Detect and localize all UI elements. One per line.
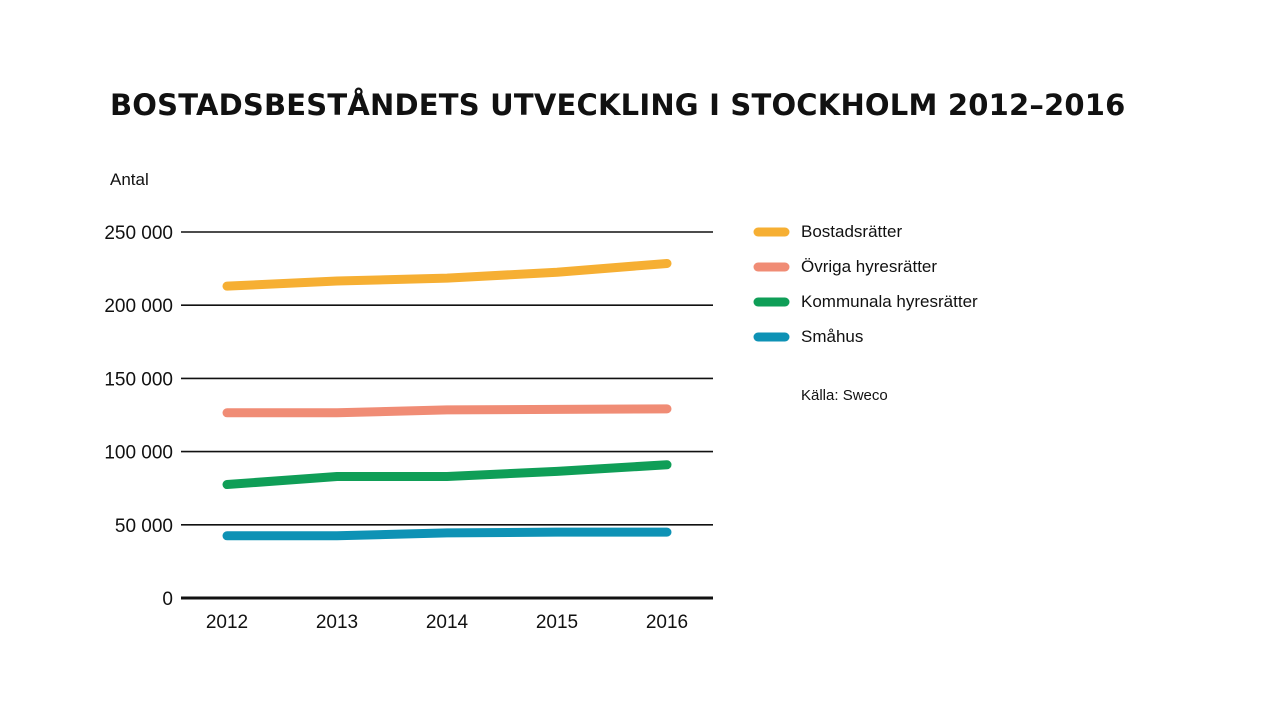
gridlines: [181, 231, 713, 600]
y-tick-label: 150 000: [104, 369, 173, 390]
chart-title: BOSTADSBESTÅNDETS UTVECKLING I STOCKHOLM…: [110, 88, 1126, 122]
y-tick-label: 0: [162, 589, 173, 610]
y-tick-label: 250 000: [104, 223, 173, 244]
x-tick-label: 2014: [426, 612, 469, 633]
y-axis-label: Antal: [110, 170, 149, 189]
y-tick-label: 100 000: [104, 443, 173, 464]
x-tick-label: 2012: [206, 612, 248, 633]
series-line-kommunala-hyresratter: [222, 460, 672, 490]
y-tick-label: 200 000: [104, 296, 173, 317]
legend-label: Kommunala hyresrätter: [801, 292, 978, 311]
series-lines: [222, 258, 672, 541]
y-tick-label: 50 000: [115, 516, 173, 537]
x-tick-label: 2016: [646, 612, 688, 633]
series-line-bostadsratter: [222, 258, 672, 291]
y-tick-labels: 0 50 000 100 000 150 000 200 000 250 000: [104, 223, 173, 610]
legend-label: Övriga hyresrätter: [801, 257, 937, 276]
series-line-smahus: [222, 527, 672, 541]
x-tick-label: 2015: [536, 612, 578, 633]
legend: Bostadsrätter Övriga hyresrätter Kommunala…: [753, 222, 978, 346]
series-line-ovriga-hyresratter: [222, 404, 672, 418]
legend-label: Bostadsrätter: [801, 222, 902, 241]
source-note: Källa: Sweco: [801, 387, 888, 404]
x-tick-labels: 2012 2013 2014 2015 2016: [206, 612, 688, 633]
legend-label: Småhus: [801, 327, 863, 346]
x-tick-label: 2013: [316, 612, 358, 633]
